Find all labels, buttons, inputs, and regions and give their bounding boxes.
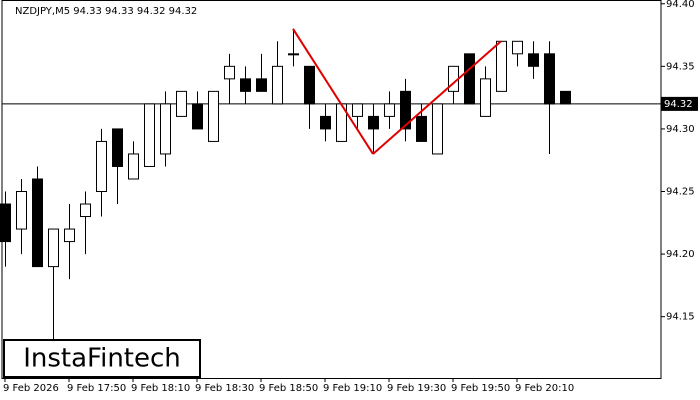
x-tick-label: 9 Feb 2026 [3, 383, 59, 394]
candle-body [320, 115, 331, 130]
candle-body [80, 203, 91, 218]
plot-frame [1, 0, 662, 379]
candle-body [272, 65, 283, 105]
current-price-label: 94.32 [664, 99, 693, 110]
candle-body [208, 90, 219, 142]
candle-body [176, 90, 187, 117]
x-tick-label: 9 Feb 18:10 [131, 383, 190, 394]
candle-body [512, 40, 523, 55]
candle-body [432, 103, 443, 155]
candle-body [160, 103, 171, 155]
candle-body [192, 103, 203, 130]
candle-body [240, 78, 251, 92]
candle-body [544, 53, 555, 105]
y-tick-label: 94.40 [666, 0, 695, 10]
candle-body [400, 90, 411, 130]
candle-body [560, 90, 571, 105]
x-tick-label: 9 Feb 20:10 [515, 383, 574, 394]
y-tick-label: 94.20 [666, 249, 695, 260]
y-tick-label: 94.35 [666, 61, 695, 72]
candle-body [48, 228, 59, 268]
watermark-box [3, 339, 201, 378]
candle-body [112, 128, 123, 167]
x-tick-label: 9 Feb 17:50 [67, 383, 126, 394]
current-price-box [661, 96, 698, 111]
pattern-line [292, 28, 374, 155]
pattern-line [372, 40, 502, 155]
y-tick-label: 94.25 [666, 187, 695, 198]
x-tick-label: 9 Feb 19:50 [451, 383, 510, 394]
candle-body [464, 53, 475, 105]
candle-body [144, 103, 155, 167]
candle-body [384, 103, 395, 117]
candle-body [128, 153, 139, 180]
y-tick-label: 94.30 [666, 124, 695, 135]
candle-body [496, 40, 507, 92]
candle-body [528, 53, 539, 67]
candle-body [64, 228, 75, 243]
candle-body [256, 78, 267, 92]
x-tick-label: 9 Feb 18:50 [259, 383, 318, 394]
candle-body [480, 78, 491, 117]
y-tick-label: 94.15 [666, 312, 695, 323]
x-tick-label: 9 Feb 19:30 [387, 383, 446, 394]
candle-body [352, 103, 363, 117]
candle-body [288, 53, 299, 56]
x-tick-label: 9 Feb 18:30 [195, 383, 254, 394]
candle-body [16, 191, 27, 230]
candle-body [32, 178, 43, 268]
candle-body [416, 115, 427, 142]
candle-body [0, 203, 11, 243]
candle-body [96, 140, 107, 193]
watermark: InstaFintech [23, 344, 181, 374]
candle-body [368, 115, 379, 130]
candle-body [224, 65, 235, 80]
chart-header: NZDJPY,M5 94.33 94.33 94.32 94.32 [15, 6, 197, 17]
candle-body [304, 65, 315, 105]
x-tick-label: 9 Feb 19:10 [323, 383, 382, 394]
